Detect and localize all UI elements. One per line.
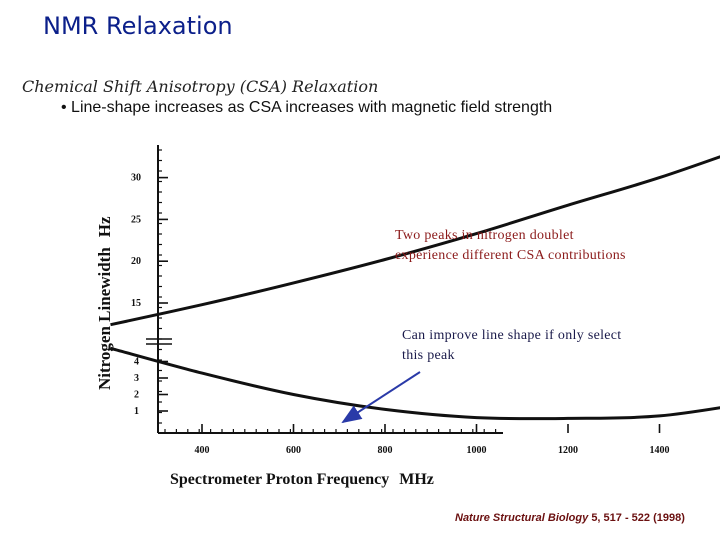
- citation-details: 5, 517 - 522 (1998): [591, 512, 685, 524]
- x-tick-label: 1000: [467, 445, 487, 456]
- y-tick-label: 3: [134, 373, 139, 384]
- y-tick-label: 15: [131, 298, 141, 309]
- x-axis-title: Spectrometer Proton Frequency MHz: [170, 471, 434, 488]
- y-tick-label: 2: [134, 390, 139, 401]
- y-tick-label: 20: [131, 256, 141, 267]
- trosy-linewidth-curve: [110, 346, 720, 421]
- citation-journal: Nature Structural Biology: [455, 512, 589, 524]
- annotation-select-line2: this peak: [402, 348, 455, 363]
- chart-ticks: 1520253012344006008001000120014001600: [131, 149, 670, 456]
- y-tick-label: 1: [134, 406, 139, 417]
- x-tick-label: 1200: [558, 445, 578, 456]
- slide-title: NMR Relaxation: [43, 12, 233, 40]
- annotation-doublet-line1: Two peaks in nitrogen doublet: [395, 228, 574, 243]
- annotation-arrow: [341, 371, 421, 424]
- y-tick-label: 30: [131, 173, 141, 184]
- x-tick-label: 600: [286, 445, 301, 456]
- annotation-doublet-line2: experience different CSA contributions: [395, 248, 626, 263]
- annotation-select-peak: Can improve line shape if only select th…: [402, 326, 622, 366]
- annotation-select-line1: Can improve line shape if only select: [402, 328, 622, 343]
- x-tick-label: 800: [378, 445, 393, 456]
- y-tick-label: 25: [131, 214, 141, 225]
- x-tick-label: 400: [195, 445, 210, 456]
- y-axis-title: Nitrogen LinewidthHz: [95, 216, 114, 390]
- bullet-point: • Line-shape increases as CSA increases …: [61, 99, 553, 116]
- annotation-doublet: Two peaks in nitrogen doublet experience…: [395, 226, 626, 266]
- y-tick-label: 4: [134, 357, 139, 368]
- citation: Nature Structural Biology 5, 517 - 522 (…: [455, 512, 685, 524]
- chart-curves: [110, 155, 720, 421]
- upfield-linewidth-curve: [110, 155, 720, 327]
- x-tick-label: 1400: [650, 445, 670, 456]
- slide-subtitle: Chemical Shift Anisotropy (CSA) Relaxati…: [22, 77, 379, 96]
- chart-axes: [146, 145, 503, 434]
